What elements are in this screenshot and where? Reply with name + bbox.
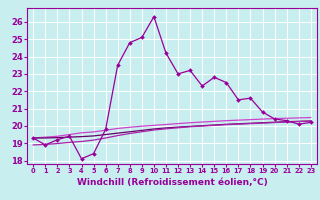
X-axis label: Windchill (Refroidissement éolien,°C): Windchill (Refroidissement éolien,°C) <box>76 178 268 187</box>
